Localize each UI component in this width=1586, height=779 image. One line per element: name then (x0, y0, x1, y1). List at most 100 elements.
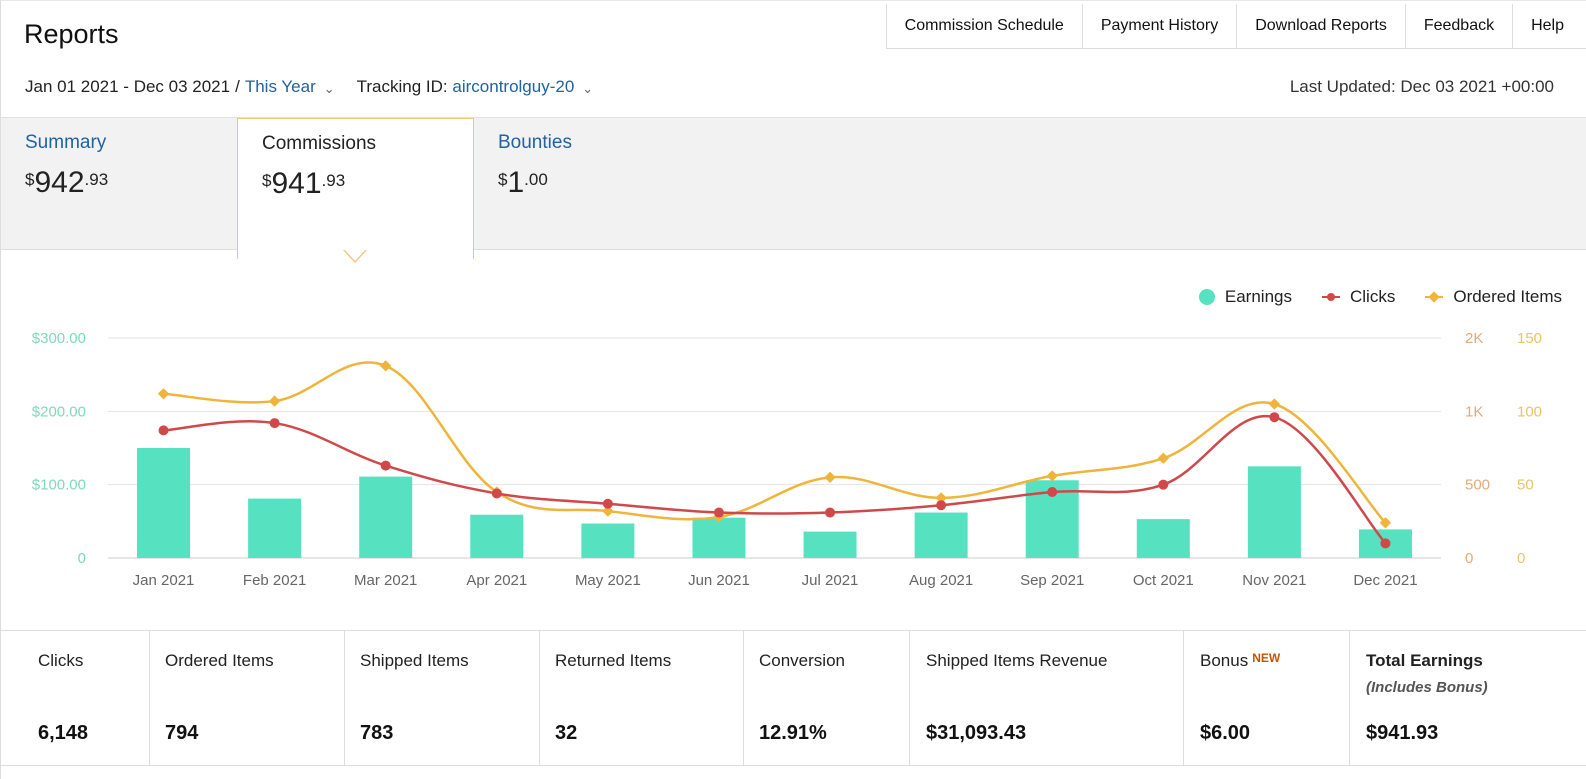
tab-summary[interactable]: Summary $942.93 (1, 118, 237, 251)
ordered-items-point (268, 395, 281, 407)
ordered-items-point (824, 471, 836, 483)
clicks-point (1158, 479, 1169, 490)
clicks-point (158, 425, 169, 436)
tab-amount: $942.93 (25, 166, 237, 200)
right-axis-items-tick: 0 (1517, 550, 1525, 567)
stat-label: Total Earnings (1366, 651, 1483, 670)
earnings-bar (581, 523, 635, 558)
tracking-label: Tracking ID: (356, 77, 448, 96)
period-dropdown[interactable]: This Year (244, 77, 316, 96)
right-axis-items-tick: 150 (1517, 330, 1542, 347)
clicks-point (1269, 412, 1280, 423)
stat-label: Ordered Items (165, 651, 274, 670)
stat-shipped-revenue: Shipped Items Revenue $31,093.43 (910, 631, 1184, 765)
x-axis-tick: Aug 2021 (909, 572, 973, 589)
clicks-point (491, 488, 502, 499)
earnings-bar (914, 512, 968, 558)
x-axis-tick: Nov 2021 (1242, 572, 1306, 589)
tab-label: Summary (25, 132, 107, 153)
clicks-point (825, 507, 836, 518)
tracking-id-dropdown[interactable]: aircontrolguy-20 (452, 77, 575, 96)
clicks-point (713, 507, 724, 518)
date-separator: / (235, 77, 240, 96)
chart-legend: Earnings Clicks Ordered Items (1169, 287, 1562, 307)
right-axis-items-tick: 100 (1517, 403, 1542, 420)
clicks-point (380, 460, 391, 471)
currency-symbol: $ (262, 171, 272, 190)
stat-bonus: Bonus NEW $6.00 (1184, 631, 1350, 765)
nav-payment-history[interactable]: Payment History (1083, 4, 1238, 48)
nav-help[interactable]: Help (1531, 17, 1564, 34)
clicks-point (936, 500, 947, 511)
chevron-down-icon[interactable]: ⌄ (582, 81, 594, 96)
earnings-bar (470, 514, 524, 558)
x-axis-tick: Sep 2021 (1020, 572, 1084, 589)
stat-label: Shipped Items Revenue (926, 651, 1108, 670)
ordered-items-point (157, 388, 170, 400)
x-axis-tick: Apr 2021 (466, 572, 527, 589)
legend-clicks[interactable]: Clicks (1322, 287, 1395, 307)
left-axis-tick: $300.00 (32, 330, 86, 347)
stat-value: 32 (555, 722, 578, 744)
right-axis-clicks-tick: 1K (1465, 403, 1483, 420)
earnings-swatch (1198, 289, 1215, 305)
active-tab-pointer (343, 249, 367, 263)
stat-total-earnings: Total Earnings (Includes Bonus) $941.93 (1350, 631, 1586, 765)
x-axis-tick: Dec 2021 (1353, 572, 1417, 589)
stat-clicks: Clicks 6,148 (1, 631, 150, 765)
tab-commissions[interactable]: Commissions $941.93 (237, 118, 474, 259)
legend-earnings[interactable]: Earnings (1198, 287, 1292, 307)
chevron-down-icon[interactable]: ⌄ (323, 81, 335, 96)
clicks-point (1047, 487, 1058, 497)
amount-whole: 942 (34, 166, 85, 199)
currency-symbol: $ (25, 170, 35, 189)
clicks-point (269, 418, 280, 429)
stat-ordered-items: Ordered Items 794 (150, 631, 345, 765)
stat-label: Returned Items (555, 651, 672, 670)
ordered-items-point (1268, 398, 1281, 410)
amount-whole: 941 (271, 167, 322, 200)
stats-bar: Clicks 6,148 Ordered Items 794 Shipped I… (1, 630, 1586, 766)
x-axis-tick: Jan 2021 (133, 572, 195, 589)
stat-label: Bonus NEW (1200, 651, 1349, 671)
x-axis-tick: Oct 2021 (1133, 572, 1194, 589)
x-axis-tick: Jul 2021 (802, 572, 859, 589)
amount-cents: .93 (84, 170, 109, 189)
legend-label: Earnings (1224, 287, 1292, 306)
tab-label: Commissions (262, 133, 377, 154)
ordered-items-point (380, 360, 392, 372)
stat-value: $941.93 (1366, 722, 1439, 744)
tab-bounties[interactable]: Bounties $1.00 (474, 118, 710, 251)
legend-label: Clicks (1350, 287, 1396, 306)
bonus-label: Bonus (1200, 651, 1249, 670)
stat-value: $31,093.43 (926, 722, 1027, 744)
earnings-bar (803, 531, 857, 558)
stat-conversion: Conversion 12.91% (744, 631, 910, 765)
ordered-swatch (1425, 296, 1444, 298)
nav-download-reports[interactable]: Download Reports (1237, 4, 1406, 48)
stat-sublabel: (Includes Bonus) (1366, 679, 1488, 696)
stat-value: $6.00 (1200, 722, 1251, 744)
tab-label: Bounties (498, 132, 572, 153)
stat-label: Clicks (38, 651, 84, 670)
x-axis-tick: Mar 2021 (354, 572, 417, 589)
date-range: Jan 01 2021 - Dec 03 2021 (25, 77, 231, 96)
summary-tabs: Summary $942.93 Commissions $941.93 Boun… (1, 117, 1586, 259)
left-axis-tick: 0 (78, 550, 86, 567)
stat-label: Shipped Items (360, 651, 469, 670)
clicks-point (602, 498, 613, 509)
ordered-items-line (163, 361, 1387, 524)
legend-label: Ordered Items (1453, 287, 1562, 306)
stat-value: 12.91% (759, 722, 827, 744)
new-badge: NEW (1252, 651, 1281, 665)
stat-returned-items: Returned Items 32 (540, 631, 744, 765)
nav-commission-schedule[interactable]: Commission Schedule (887, 4, 1083, 48)
stat-shipped-items: Shipped Items 783 (345, 631, 540, 765)
legend-ordered-items[interactable]: Ordered Items (1425, 287, 1562, 307)
nav-feedback[interactable]: Feedback (1406, 4, 1514, 48)
right-axis-items-tick: 50 (1517, 477, 1534, 494)
page-title: Reports (24, 19, 119, 49)
earnings-bar (137, 448, 191, 558)
amount-whole: 1 (507, 166, 525, 199)
ordered-items-point (602, 505, 614, 517)
